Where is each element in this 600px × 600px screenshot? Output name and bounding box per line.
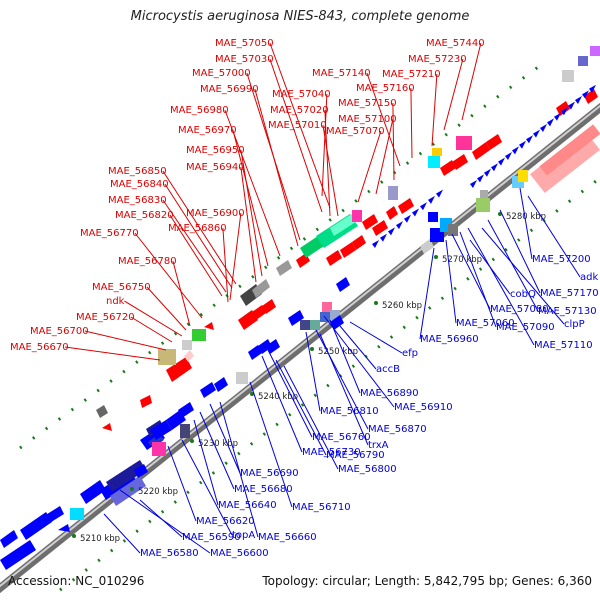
forward-gene-label: MAE_57230 — [408, 54, 467, 65]
forward-gene-label: MAE_57030 — [215, 54, 274, 65]
forward-gene-label: MAE_56700 — [30, 326, 89, 337]
forward-gene-label: MAE_56970 — [178, 125, 237, 136]
genome-backbone — [0, 102, 600, 594]
gene-box — [158, 349, 176, 365]
reverse-gene-label: MAE_57110 — [534, 340, 593, 351]
reverse-gene-label: MAE_56800 — [338, 464, 397, 475]
forward-gene-label: MAE_56940 — [186, 162, 245, 173]
forward-gene-label: MAE_56770 — [80, 228, 139, 239]
reverse-gene-label: MAE_57060 — [456, 318, 515, 329]
tick-label: 5270 kbp — [442, 255, 482, 265]
reverse-gene-label: MAE_56600 — [210, 548, 269, 559]
forward-gene-label: MAE_57010 — [268, 120, 327, 131]
reverse-gene-label: MAE_56730 — [302, 447, 361, 458]
reverse-gene-label: MAE_56680 — [234, 484, 293, 495]
reverse-gene-label: MAE_56960 — [420, 334, 479, 345]
forward-gene-label: MAE_56750 — [92, 282, 151, 293]
tick-label: 5280 kbp — [506, 212, 546, 222]
reverse-gene-label: accB — [376, 364, 400, 375]
forward-gene-label: MAE_57050 — [215, 38, 274, 49]
reverse-gene-label: cobQ — [510, 289, 536, 300]
map-title: Microcystis aeruginosa NIES-843, complet… — [130, 9, 470, 24]
reverse-gene-label: MAE_56890 — [360, 388, 419, 399]
forward-gene-label: MAE_56980 — [170, 105, 229, 116]
forward-gene-label: MAE_56820 — [115, 210, 174, 221]
forward-gene-label: MAE_57100 — [338, 114, 397, 125]
reverse-gene-label: MAE_56710 — [292, 502, 351, 513]
reverse-arrow-run — [372, 84, 596, 248]
accession-text: Accession: NC_010296 — [8, 574, 145, 588]
reverse-genes — [0, 124, 600, 570]
reverse-gene-label: MAE_56790 — [326, 450, 385, 461]
reverse-gene-label: MAE_56870 — [368, 424, 427, 435]
tick-label: 5250 kbp — [318, 347, 358, 357]
reverse-gene-label: adk — [580, 272, 598, 283]
reverse-gene-label: MAE_56690 — [240, 468, 299, 479]
reverse-gene-label: MAE_56660 — [258, 532, 317, 543]
forward-gene-label: MAE_56780 — [118, 256, 177, 267]
reverse-gene-label: MAE_57080 — [490, 304, 549, 315]
forward-gene-label: MAE_56830 — [108, 195, 167, 206]
tick-label: 5260 kbp — [382, 301, 422, 311]
forward-gene-label: MAE_56990 — [200, 84, 259, 95]
reverse-gene-label: MAE_57090 — [496, 322, 555, 333]
forward-gene-label: MAE_57000 — [192, 68, 251, 79]
reverse-gene-label: trxA — [368, 440, 389, 451]
forward-gene-label: MAE_56950 — [186, 145, 245, 156]
reverse-gene-label: MAE_56580 — [140, 548, 199, 559]
reverse-gene-label: MAE_57200 — [532, 254, 591, 265]
forward-gene-label: MAE_57020 — [270, 105, 329, 116]
reverse-gene-label: efp — [402, 348, 418, 359]
genome-summary-text: Topology: circular; Length: 5,842,795 bp… — [262, 574, 592, 588]
reverse-gene-label: MAE_56810 — [320, 406, 379, 417]
forward-gene-label: MAE_56860 — [168, 223, 227, 234]
forward-gene-label: MAE_56840 — [110, 179, 169, 190]
tick-label: 5210 kbp — [80, 534, 120, 544]
forward-gene-label: MAE_57210 — [382, 69, 441, 80]
forward-gene-label: MAE_56900 — [186, 208, 245, 219]
reverse-gene-label: MAE_57170 — [540, 288, 599, 299]
tick-labels: 5210 kbp 5220 kbp 5230 kbp 5240 kbp 5250 kbp… — [72, 212, 546, 544]
forward-gene-label: MAE_57150 — [338, 98, 397, 109]
reverse-gene-label: MAE_56760 — [312, 432, 371, 443]
reverse-gene-label: clpP — [564, 319, 585, 330]
forward-genes — [0, 46, 600, 548]
tick-label: 5220 kbp — [138, 487, 178, 497]
reverse-gene-label: MAE_56590 — [182, 532, 241, 543]
reverse-gene-label: MAE_56910 — [394, 402, 453, 413]
forward-gene-label: MAE_57160 — [356, 83, 415, 94]
forward-gene-label: MAE_57140 — [312, 68, 371, 79]
forward-gene-label: ndk — [106, 296, 125, 307]
reverse-gene-label: topA — [232, 530, 255, 541]
tick-label: 5230 kbp — [198, 439, 238, 449]
forward-gene-label: MAE_57070 — [326, 126, 385, 137]
forward-gene-label: MAE_57440 — [426, 38, 485, 49]
reverse-gene-label: MAE_57130 — [538, 306, 597, 317]
tick-label: 5240 kbp — [258, 392, 298, 402]
tick-dot-lines — [19, 60, 600, 592]
reverse-gene-label: MAE_56640 — [218, 500, 277, 511]
forward-gene-label: MAE_56850 — [108, 166, 167, 177]
forward-gene-label: MAE_56720 — [76, 312, 135, 323]
forward-gene-label: MAE_56670 — [10, 342, 69, 353]
forward-gene-label: MAE_57040 — [272, 89, 331, 100]
forward-gene-labels: MAE_57050 MAE_57030 MAE_57000 MAE_56990 MAE_… — [10, 38, 485, 361]
